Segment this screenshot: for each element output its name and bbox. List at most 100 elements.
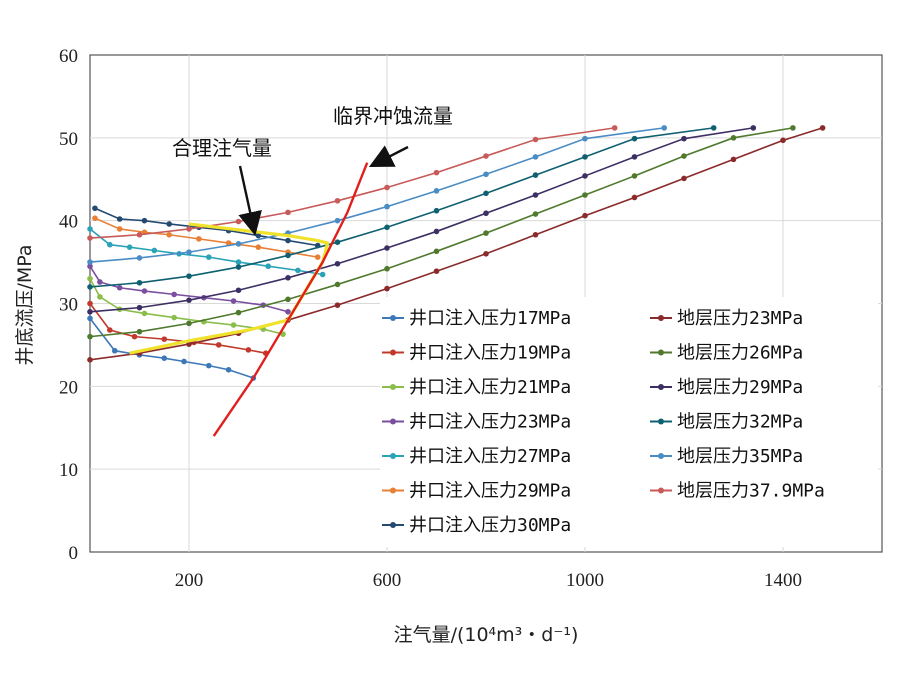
data-point bbox=[136, 304, 143, 311]
x-axis-label: 注气量/(10⁴m³・d⁻¹) bbox=[394, 624, 579, 646]
data-point bbox=[92, 215, 98, 221]
data-point bbox=[433, 169, 440, 176]
legend: 井口注入压力17MPa 井口注入压力19MPa 井口注入压力21MPa 井口注入压力2… bbox=[380, 297, 878, 547]
data-point bbox=[483, 230, 489, 236]
critical-erosion-line bbox=[212, 162, 369, 437]
data-point bbox=[126, 244, 133, 250]
data-point bbox=[131, 333, 138, 340]
x-tick-label: 600 bbox=[373, 570, 402, 591]
reasonable-injection-annotation: 合理注气量 bbox=[172, 136, 272, 160]
data-point bbox=[631, 154, 638, 160]
data-point bbox=[87, 235, 93, 241]
data-point bbox=[710, 125, 717, 131]
legend-label: 井口注入压力21MPa bbox=[409, 377, 571, 398]
series-line bbox=[89, 228, 323, 276]
data-point bbox=[230, 322, 237, 328]
data-point bbox=[582, 192, 588, 198]
data-point bbox=[87, 284, 93, 290]
series-地层压力26MPa bbox=[87, 125, 796, 340]
legend-swatch-marker bbox=[390, 315, 396, 321]
data-point bbox=[235, 287, 242, 294]
data-point bbox=[483, 153, 489, 159]
legend-swatch-marker bbox=[390, 487, 396, 494]
reasonable-annotation-arrow bbox=[238, 165, 262, 236]
data-point bbox=[483, 210, 489, 217]
legend-label: 地层压力26MPa bbox=[677, 343, 803, 364]
legend-item: 井口注入压力30MPa bbox=[382, 515, 571, 536]
data-point bbox=[116, 226, 123, 232]
data-point bbox=[136, 255, 143, 261]
legend-swatch-marker bbox=[390, 384, 396, 390]
data-point bbox=[171, 314, 177, 321]
legend-label: 地层压力32MPa bbox=[677, 412, 803, 433]
data-point bbox=[141, 310, 148, 317]
data-point bbox=[141, 288, 148, 294]
legend-item: 地层压力37.9MPa bbox=[650, 481, 825, 502]
series-地层压力32MPa bbox=[87, 125, 717, 290]
data-point bbox=[334, 197, 341, 204]
x-tick-label: 1000 bbox=[566, 570, 604, 591]
series-line bbox=[89, 127, 823, 361]
data-point bbox=[196, 236, 202, 242]
legend-swatch-marker bbox=[390, 418, 396, 425]
data-point bbox=[384, 224, 390, 231]
data-point bbox=[285, 237, 291, 244]
data-point bbox=[384, 245, 390, 251]
data-point bbox=[235, 241, 242, 247]
legend-swatch-marker bbox=[658, 349, 664, 356]
data-point bbox=[681, 175, 687, 182]
legend-swatch-marker bbox=[658, 453, 664, 459]
data-point bbox=[582, 212, 588, 219]
data-point bbox=[681, 153, 687, 159]
data-point bbox=[384, 285, 390, 292]
data-point bbox=[186, 226, 192, 232]
data-point bbox=[87, 263, 93, 270]
legend-swatch-marker bbox=[658, 418, 664, 425]
data-point bbox=[97, 279, 103, 285]
legend-swatch-marker bbox=[390, 453, 396, 459]
data-point bbox=[225, 366, 232, 373]
data-point bbox=[334, 281, 341, 288]
data-point bbox=[166, 231, 172, 238]
data-point bbox=[186, 320, 192, 327]
data-point bbox=[235, 264, 242, 270]
data-point bbox=[181, 358, 187, 365]
data-point bbox=[230, 298, 237, 304]
data-point bbox=[285, 296, 291, 303]
legend-label: 井口注入压力17MPa bbox=[409, 308, 571, 329]
data-point bbox=[141, 217, 148, 224]
legend-item: 地层压力29MPa bbox=[650, 377, 803, 398]
legend-item: 井口注入压力29MPa bbox=[382, 481, 571, 502]
x-tick-label: 200 bbox=[175, 570, 204, 591]
data-point bbox=[235, 309, 242, 316]
series-地层压力29MPa bbox=[87, 125, 757, 315]
y-tick-label: 30 bbox=[59, 295, 78, 316]
series-line bbox=[89, 303, 266, 354]
data-point bbox=[334, 239, 341, 246]
data-point bbox=[790, 125, 796, 131]
legend-label: 地层压力29MPa bbox=[677, 377, 803, 398]
series-井口注入压力29MPa bbox=[92, 215, 321, 260]
data-point bbox=[681, 135, 687, 142]
annotations: 临界冲蚀流量 合理注气量 bbox=[172, 104, 453, 236]
y-axis-label: 井底流压/MPa bbox=[14, 244, 36, 365]
series-line bbox=[89, 127, 754, 313]
legend-label: 井口注入压力19MPa bbox=[409, 343, 571, 364]
data-point bbox=[107, 327, 113, 333]
y-tick-label: 20 bbox=[59, 377, 78, 398]
data-point bbox=[111, 347, 118, 354]
data-point bbox=[206, 254, 212, 260]
data-point bbox=[582, 135, 588, 142]
legend-box bbox=[380, 297, 878, 547]
data-point bbox=[384, 265, 390, 272]
special-lines bbox=[129, 162, 369, 437]
data-point bbox=[532, 211, 539, 217]
data-point bbox=[186, 249, 192, 255]
data-point bbox=[166, 221, 172, 227]
data-point bbox=[532, 136, 539, 143]
legend-swatch-marker bbox=[658, 384, 664, 390]
legend-label: 地层压力35MPa bbox=[677, 446, 803, 467]
x-tick-labels: 200 600 1000 1400 bbox=[175, 570, 802, 591]
data-point bbox=[532, 154, 539, 160]
data-point bbox=[611, 125, 618, 131]
